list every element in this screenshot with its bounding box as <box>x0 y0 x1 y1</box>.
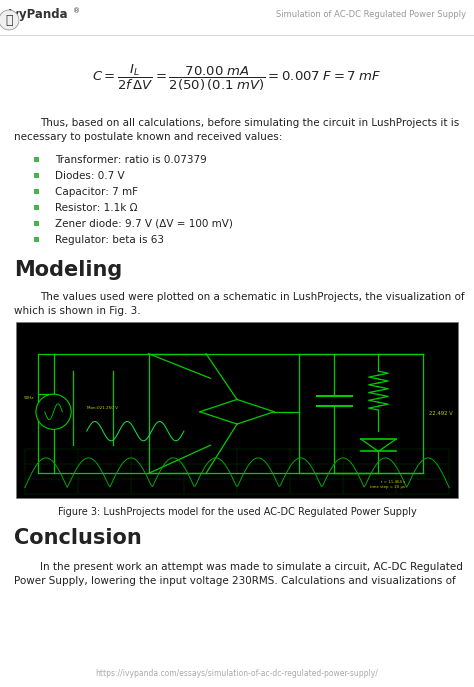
Text: Simulation of AC-DC Regulated Power Supply: Simulation of AC-DC Regulated Power Supp… <box>276 10 466 19</box>
Text: Diodes: 0.7 V: Diodes: 0.7 V <box>55 171 125 181</box>
Text: Power Supply, lowering the input voltage 230RMS. Calculations and visualizations: Power Supply, lowering the input voltage… <box>14 576 456 586</box>
FancyBboxPatch shape <box>34 237 39 242</box>
Text: Zener diode: 9.7 V (ΔV = 100 mV): Zener diode: 9.7 V (ΔV = 100 mV) <box>55 219 233 229</box>
Text: Capacitor: 7 mF: Capacitor: 7 mF <box>55 187 138 197</box>
Text: $C = \dfrac{I_L}{2f\,\Delta V} = \dfrac{70.00\;mA}{2(50)\,(0.1\;mV)} = 0.007\;F : $C = \dfrac{I_L}{2f\,\Delta V} = \dfrac{… <box>92 63 382 93</box>
Text: 50Hz: 50Hz <box>24 396 34 400</box>
Text: Conclusion: Conclusion <box>14 528 142 548</box>
Text: Thus, based on all calculations, before simulating the circuit in LushProjects i: Thus, based on all calculations, before … <box>40 118 459 128</box>
FancyBboxPatch shape <box>16 322 458 498</box>
Circle shape <box>0 10 19 30</box>
Text: which is shown in Fig. 3.: which is shown in Fig. 3. <box>14 306 141 316</box>
Text: Mon:021.250 V: Mon:021.250 V <box>87 406 118 410</box>
Text: 🎓: 🎓 <box>5 14 13 27</box>
FancyBboxPatch shape <box>34 189 39 194</box>
Text: Regulator: beta is 63: Regulator: beta is 63 <box>55 235 164 245</box>
Text: The values used were plotted on a schematic in LushProjects, the visualization o: The values used were plotted on a schema… <box>40 292 465 302</box>
Text: ®: ® <box>73 8 80 14</box>
Text: https://ivypanda.com/essays/simulation-of-ac-dc-regulated-power-supply/: https://ivypanda.com/essays/simulation-o… <box>96 669 378 678</box>
Circle shape <box>36 394 71 429</box>
Text: necessary to postulate known and received values:: necessary to postulate known and receive… <box>14 132 283 142</box>
FancyBboxPatch shape <box>34 157 39 162</box>
Text: t = 11.464 s
time step = 20 μs: t = 11.464 s time step = 20 μs <box>370 480 405 489</box>
FancyBboxPatch shape <box>34 173 39 178</box>
Text: Modeling: Modeling <box>14 260 122 280</box>
Text: In the present work an attempt was made to simulate a circuit, AC-DC Regulated: In the present work an attempt was made … <box>40 562 463 572</box>
Text: Resistor: 1.1k Ω: Resistor: 1.1k Ω <box>55 203 137 213</box>
FancyBboxPatch shape <box>34 205 39 210</box>
Text: Transformer: ratio is 0.07379: Transformer: ratio is 0.07379 <box>55 155 207 165</box>
Text: Figure 3: LushProjects model for the used AC-DC Regulated Power Supply: Figure 3: LushProjects model for the use… <box>58 507 416 517</box>
Text: IvyPanda: IvyPanda <box>8 8 69 21</box>
Text: 22.492 V: 22.492 V <box>429 411 453 416</box>
FancyBboxPatch shape <box>34 221 39 226</box>
